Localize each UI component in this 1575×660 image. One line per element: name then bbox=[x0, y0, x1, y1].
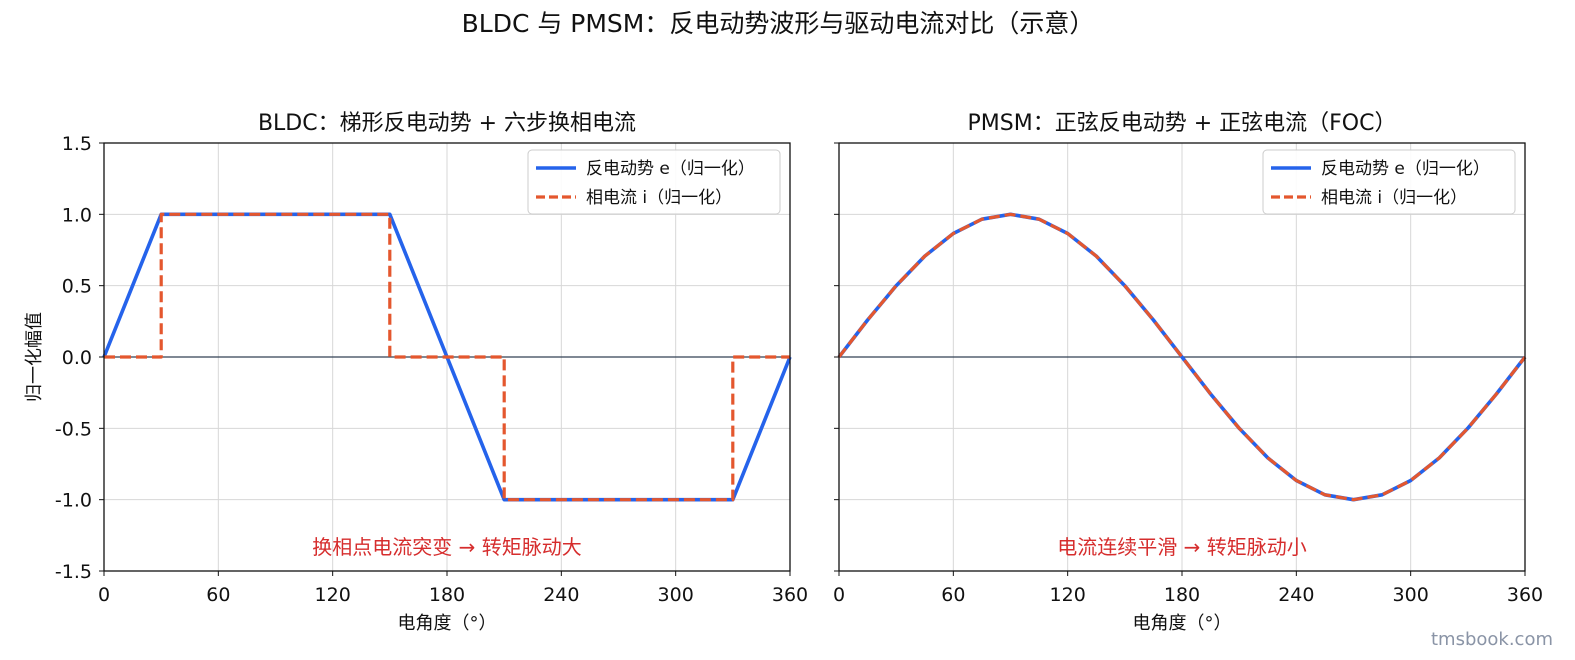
figure-suptitle: BLDC 与 PMSM：反电动势波形与驱动电流对比（示意） bbox=[462, 9, 1095, 38]
x-tick-label: 60 bbox=[941, 584, 965, 606]
x-tick-label: 180 bbox=[1164, 584, 1200, 606]
y-tick-label: -1.0 bbox=[55, 490, 92, 512]
legend-frame bbox=[1262, 149, 1516, 215]
series-line-current bbox=[104, 212, 790, 502]
y-tick-label: 1.0 bbox=[62, 204, 92, 226]
watermark: tmsbook.com bbox=[1430, 629, 1553, 650]
legend-label: 相电流 i（归一化） bbox=[586, 188, 732, 208]
x-tick-label: 0 bbox=[98, 584, 110, 606]
chart-title: BLDC：梯形反电动势 + 六步换相电流 bbox=[258, 111, 636, 136]
legend: 反电动势 e（归一化） 相电流 i（归一化） bbox=[1262, 149, 1516, 215]
x-tick-label: 60 bbox=[206, 584, 230, 606]
y-tick-label: -1.5 bbox=[55, 561, 92, 583]
y-tick-label: 1.5 bbox=[62, 133, 92, 155]
x-tick-label: 120 bbox=[1050, 584, 1086, 606]
legend: 反电动势 e（归一化） 相电流 i（归一化） bbox=[527, 149, 781, 215]
x-tick-label: 300 bbox=[658, 584, 694, 606]
y-tick-label: 0.0 bbox=[62, 347, 92, 369]
legend-label: 反电动势 e（归一化） bbox=[1321, 159, 1490, 179]
x-tick-label: 120 bbox=[315, 584, 351, 606]
chart-title: PMSM：正弦反电动势 + 正弦电流（FOC） bbox=[968, 111, 1397, 136]
x-tick-label: 240 bbox=[1278, 584, 1314, 606]
x-tick-label: 0 bbox=[833, 584, 845, 606]
legend-label: 相电流 i（归一化） bbox=[1321, 188, 1467, 208]
x-axis-label: 电角度（°） bbox=[1133, 613, 1232, 634]
legend-label: 反电动势 e（归一化） bbox=[586, 159, 755, 179]
series-line-current bbox=[837, 212, 1527, 502]
x-axis-label: 电角度（°） bbox=[398, 613, 497, 634]
x-tick-label: 180 bbox=[429, 584, 465, 606]
x-tick-label: 300 bbox=[1393, 584, 1429, 606]
x-tick-label: 240 bbox=[543, 584, 579, 606]
y-axis-label: 归一化幅值 bbox=[24, 312, 45, 402]
chart-panels: 0 60 120 180 240 300 360 1.5 1.0 0.5 0.0 -0.5 -1.0 -1… bbox=[24, 111, 1543, 634]
chart-annotation: 换相点电流突变 → 转矩脉动大 bbox=[312, 535, 581, 559]
y-tick-label: -0.5 bbox=[55, 418, 92, 440]
chart-panel-2: 0 60 120 180 240 300 360 PMSM：正弦反电动势 + 正弦电流（FOC… bbox=[833, 111, 1543, 634]
chart-panel-1: 0 60 120 180 240 300 360 1.5 1.0 0.5 0.0 -0.5 -1.0 -1… bbox=[24, 111, 808, 634]
x-tick-label: 360 bbox=[1507, 584, 1543, 606]
legend-frame bbox=[527, 149, 781, 215]
y-tick-label: 0.5 bbox=[62, 276, 92, 298]
chart-annotation: 电流连续平滑 → 转矩脉动小 bbox=[1057, 535, 1306, 559]
x-tick-label: 360 bbox=[772, 584, 808, 606]
